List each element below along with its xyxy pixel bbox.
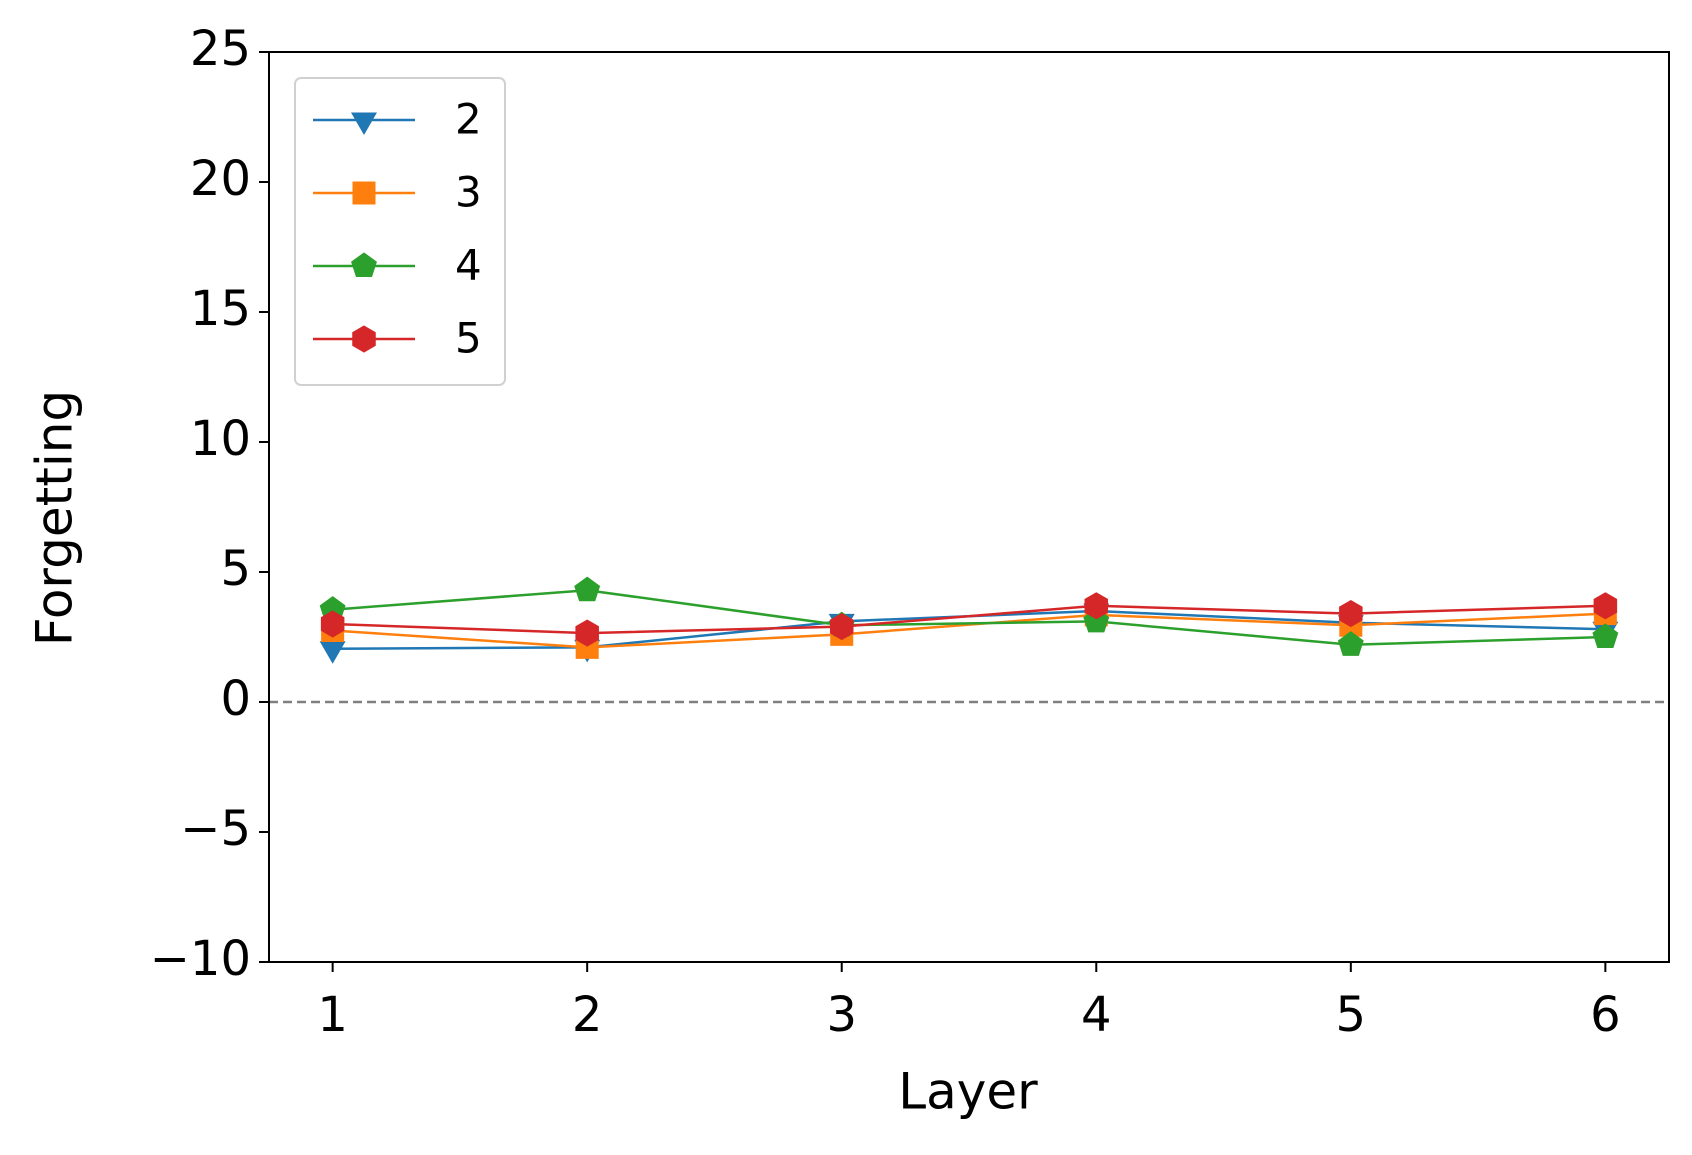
legend-label: 2 — [455, 95, 482, 144]
y-tick-label: −10 — [150, 931, 251, 987]
series-line — [332, 604, 1606, 635]
data-point — [1084, 592, 1109, 620]
y-tick-label: 25 — [190, 21, 251, 77]
y-tick-label: 5 — [220, 541, 251, 597]
legend-marker — [352, 325, 376, 353]
data-point — [1339, 600, 1363, 628]
data-point — [1593, 592, 1618, 620]
y-tick-label: −5 — [180, 801, 251, 857]
legend-label: 5 — [455, 314, 482, 363]
y-axis-label: Forgetting — [26, 390, 84, 646]
x-tick-label: 3 — [826, 987, 857, 1043]
y-tick-label: 15 — [190, 281, 251, 337]
y-tick-label: 10 — [190, 411, 251, 467]
data-point — [575, 619, 599, 647]
x-tick-label: 4 — [1081, 987, 1112, 1043]
x-tick-label: 5 — [1336, 987, 1367, 1043]
plot-frame — [268, 51, 1670, 963]
legend-marker — [352, 181, 376, 205]
data-point — [829, 613, 854, 641]
x-axis-label: Layer — [898, 1063, 1038, 1121]
series-line — [332, 588, 1606, 647]
x-tick-label: 2 — [572, 987, 603, 1043]
data-point — [1592, 623, 1619, 649]
series-line — [332, 612, 1606, 649]
legend: 2 3 4 5 — [294, 77, 506, 386]
legend-marker — [351, 252, 377, 278]
legend-label: 3 — [455, 168, 482, 217]
y-tick-label: 0 — [220, 671, 251, 727]
legend-box — [294, 77, 506, 386]
data-point — [1337, 631, 1364, 656]
legend-label: 4 — [455, 241, 482, 290]
legend-marker — [351, 112, 377, 135]
x-tick-label: 1 — [317, 987, 348, 1043]
data-point — [319, 641, 346, 664]
data-point — [574, 576, 601, 602]
x-tick-label: 6 — [1590, 987, 1621, 1043]
data-point — [320, 610, 345, 638]
y-tick-label: 20 — [190, 151, 251, 207]
